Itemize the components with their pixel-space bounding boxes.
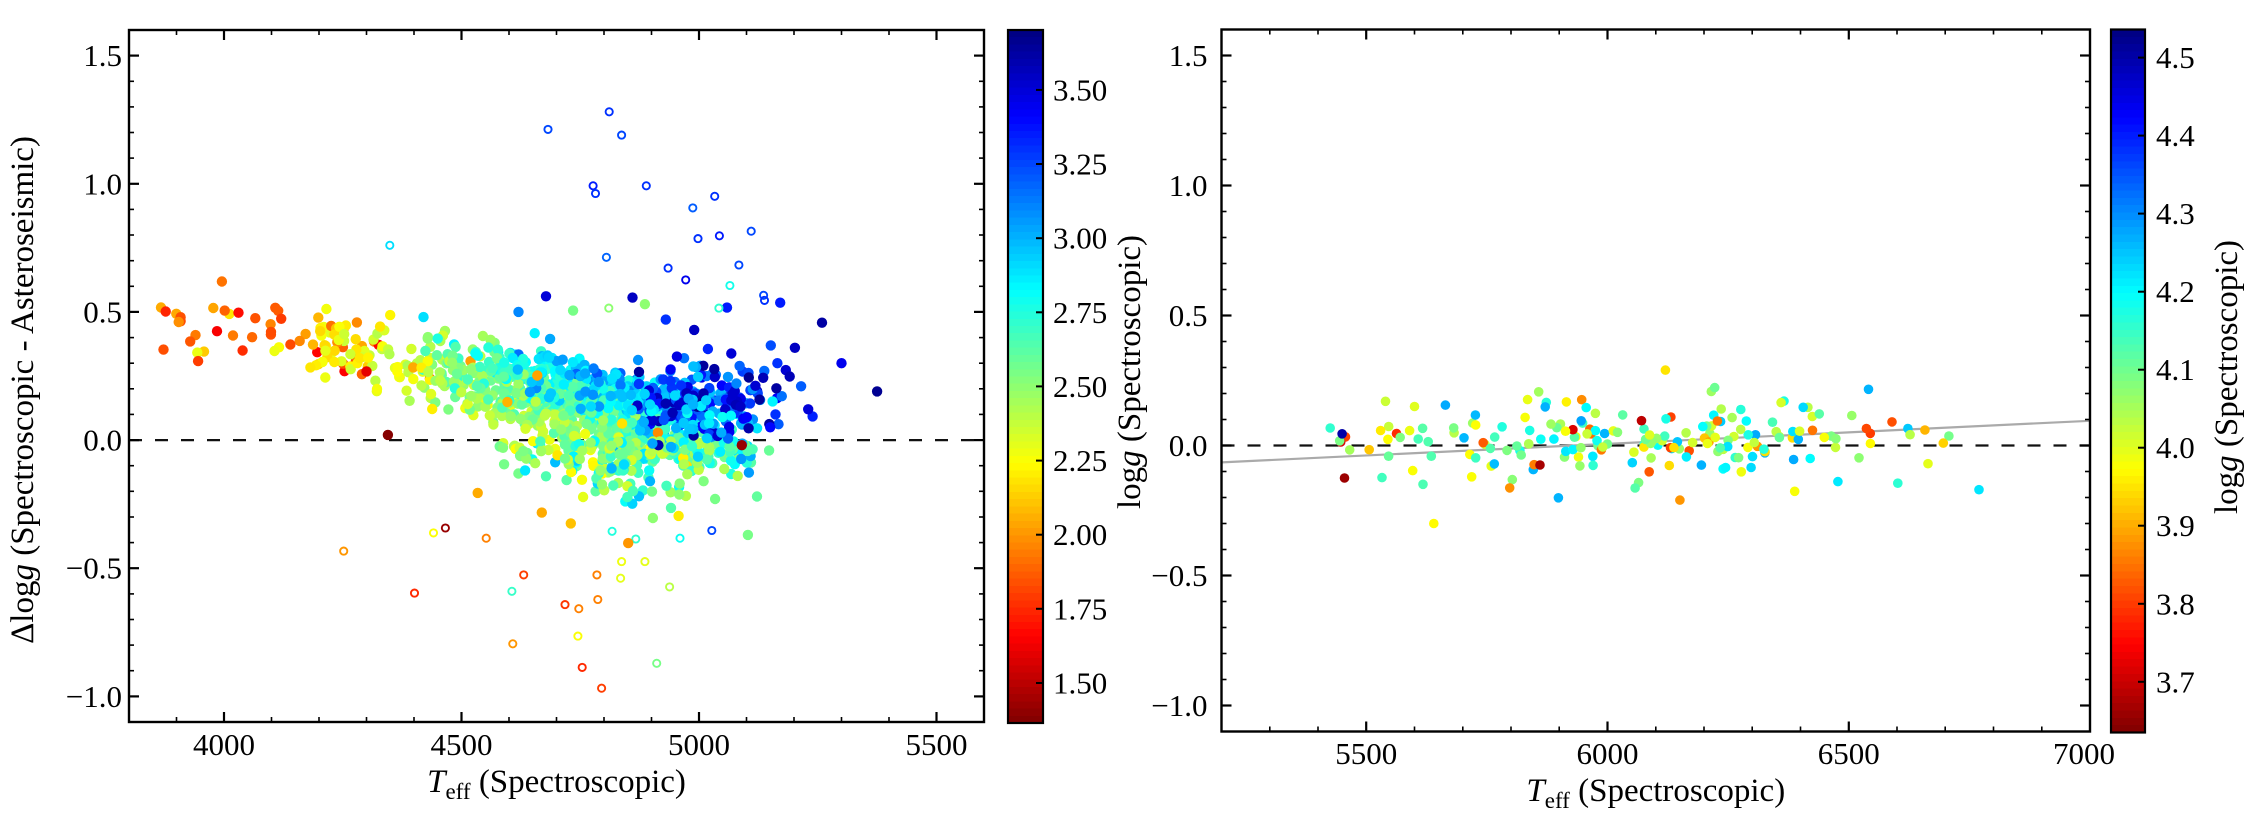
svg-text:4.1: 4.1 <box>2156 352 2195 387</box>
svg-text:4.2: 4.2 <box>2156 274 2195 309</box>
svg-text:3.50: 3.50 <box>1053 72 1107 107</box>
svg-text:1.0: 1.0 <box>1169 168 1208 203</box>
svg-text:3.7: 3.7 <box>2156 664 2195 699</box>
svg-text:Teff (Spectroscopic): Teff (Spectroscopic) <box>1526 773 1785 813</box>
svg-text:5000: 5000 <box>668 727 730 762</box>
svg-text:4000: 4000 <box>193 727 255 762</box>
svg-text:3.25: 3.25 <box>1053 147 1107 182</box>
svg-text:1.50: 1.50 <box>1053 666 1107 701</box>
svg-text:5500: 5500 <box>906 727 968 762</box>
svg-text:2.25: 2.25 <box>1053 443 1107 478</box>
svg-text:4.5: 4.5 <box>2156 40 2195 75</box>
svg-text:Δlogg (Spectroscopic - Asteros: Δlogg (Spectroscopic - Asteroseismic) <box>5 136 41 644</box>
svg-text:6000: 6000 <box>1577 736 1639 771</box>
svg-text:1.5: 1.5 <box>83 38 122 73</box>
svg-text:logg (Spectroscopic): logg (Spectroscopic) <box>2209 240 2245 514</box>
svg-text:0.5: 0.5 <box>1169 298 1208 333</box>
svg-text:−0.5: −0.5 <box>66 551 122 586</box>
svg-text:5500: 5500 <box>1335 736 1397 771</box>
svg-text:−0.5: −0.5 <box>1151 558 1207 593</box>
svg-text:4.3: 4.3 <box>2156 196 2195 231</box>
svg-text:4.0: 4.0 <box>2156 430 2195 465</box>
svg-text:4500: 4500 <box>431 727 493 762</box>
svg-text:0.0: 0.0 <box>1169 428 1208 463</box>
svg-text:0.0: 0.0 <box>83 423 122 458</box>
svg-text:−1.0: −1.0 <box>1151 688 1207 723</box>
svg-text:3.8: 3.8 <box>2156 586 2195 621</box>
svg-text:4.4: 4.4 <box>2156 118 2195 153</box>
svg-text:2.00: 2.00 <box>1053 517 1107 552</box>
svg-text:7000: 7000 <box>2053 736 2115 771</box>
svg-text:0.5: 0.5 <box>83 294 122 329</box>
svg-text:1.0: 1.0 <box>83 166 122 201</box>
svg-text:3.9: 3.9 <box>2156 508 2195 543</box>
svg-text:logg (Spectroscopic): logg (Spectroscopic) <box>1112 235 1148 509</box>
svg-text:1.5: 1.5 <box>1169 38 1208 73</box>
svg-text:Teff (Spectroscopic): Teff (Spectroscopic) <box>427 764 686 804</box>
svg-text:2.75: 2.75 <box>1053 295 1107 330</box>
svg-text:2.50: 2.50 <box>1053 369 1107 404</box>
svg-text:6500: 6500 <box>1818 736 1880 771</box>
svg-text:3.00: 3.00 <box>1053 221 1107 256</box>
svg-text:−1.0: −1.0 <box>66 679 122 714</box>
svg-text:1.75: 1.75 <box>1053 591 1107 626</box>
